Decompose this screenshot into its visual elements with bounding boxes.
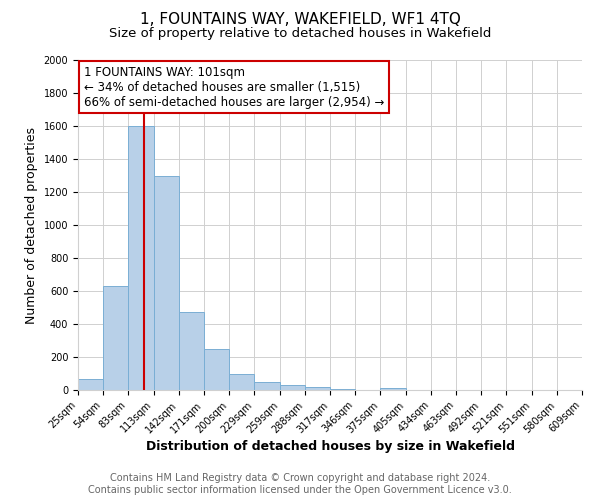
Bar	[305, 386, 330, 390]
Bar	[128, 126, 154, 390]
Bar	[78, 380, 103, 390]
Bar	[229, 374, 254, 390]
Bar	[280, 385, 305, 390]
Y-axis label: Number of detached properties: Number of detached properties	[25, 126, 38, 324]
Bar	[179, 312, 204, 390]
Text: 1 FOUNTAINS WAY: 101sqm
← 34% of detached houses are smaller (1,515)
66% of semi: 1 FOUNTAINS WAY: 101sqm ← 34% of detache…	[83, 66, 384, 108]
Text: 1, FOUNTAINS WAY, WAKEFIELD, WF1 4TQ: 1, FOUNTAINS WAY, WAKEFIELD, WF1 4TQ	[140, 12, 460, 28]
Bar	[330, 389, 355, 390]
Text: Contains HM Land Registry data © Crown copyright and database right 2024.
Contai: Contains HM Land Registry data © Crown c…	[88, 474, 512, 495]
X-axis label: Distribution of detached houses by size in Wakefield: Distribution of detached houses by size …	[146, 440, 515, 453]
Bar	[380, 388, 406, 390]
Bar	[103, 286, 128, 390]
Bar	[254, 382, 280, 390]
Bar	[204, 349, 229, 390]
Bar	[154, 176, 179, 390]
Text: Size of property relative to detached houses in Wakefield: Size of property relative to detached ho…	[109, 26, 491, 40]
